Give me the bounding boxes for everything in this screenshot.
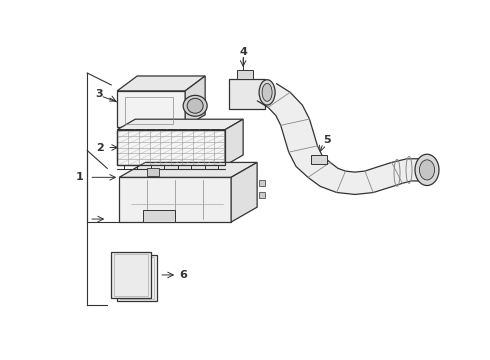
Text: 2: 2 [97,143,104,153]
Ellipse shape [419,160,435,180]
Polygon shape [229,79,265,109]
Ellipse shape [187,98,203,113]
Polygon shape [117,76,205,91]
Polygon shape [143,210,175,222]
Ellipse shape [415,154,439,185]
Text: 6: 6 [179,270,187,280]
Polygon shape [119,177,231,222]
Polygon shape [117,119,243,130]
Polygon shape [117,130,225,165]
Polygon shape [147,168,159,176]
Polygon shape [258,84,421,194]
Polygon shape [117,255,157,301]
Ellipse shape [262,84,272,101]
Polygon shape [231,162,257,222]
Text: 3: 3 [96,89,103,99]
Ellipse shape [183,95,207,116]
Text: 5: 5 [323,135,331,145]
Polygon shape [185,76,205,127]
Text: 4: 4 [239,47,247,57]
Polygon shape [259,192,265,198]
Polygon shape [259,180,265,186]
Polygon shape [237,70,253,79]
Polygon shape [311,155,327,164]
Polygon shape [119,162,257,177]
Polygon shape [225,119,243,165]
Polygon shape [117,91,185,127]
Polygon shape [111,252,151,298]
Text: 1: 1 [75,172,83,182]
Ellipse shape [259,80,275,105]
